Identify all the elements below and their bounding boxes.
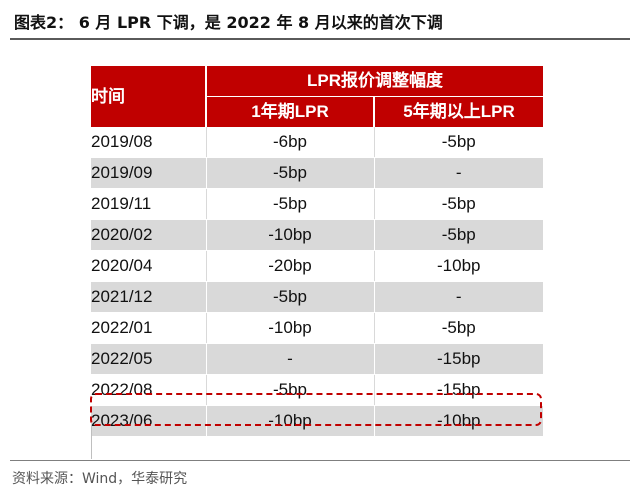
row-date: 2020/04 (91, 250, 206, 282)
row-1y-lpr: -5bp (205, 374, 375, 406)
highlight-2023-06-row (90, 393, 542, 426)
row-5y-lpr: -10bp (374, 405, 543, 437)
row-date: 2019/08 (91, 127, 206, 158)
row-5y-lpr: -5bp (374, 219, 543, 251)
row-date: 2020/02 (91, 219, 206, 251)
row-1y-lpr: - (205, 343, 375, 375)
row-5y-lpr: - (374, 281, 543, 313)
row-5y-lpr: -5bp (374, 188, 543, 220)
row-1y-lpr: -20bp (205, 250, 375, 282)
lpr-adjustment-table: 时间 LPR报价调整幅度 1年期LPR 5年期以上LPR 2019/08 -6bp… (91, 66, 543, 437)
table-row: 2019/11 -5bp -5bp (91, 188, 543, 220)
source-note: 资料来源：Wind，华泰研究 (12, 471, 188, 487)
title-divider (10, 38, 630, 40)
header-lpr-adjustment: LPR报价调整幅度 (206, 66, 543, 97)
row-date: 2019/09 (91, 157, 206, 189)
table-row: 2022/05- -15bp (91, 343, 543, 375)
row-date: 2022/01 (91, 312, 206, 344)
header-5y-lpr: 5年期以上LPR (374, 96, 543, 127)
figure-title: 图表2： 6 月 LPR 下调，是 2022 年 8 月以来的首次下调 (14, 13, 443, 32)
table-row: 2023/06 -10bp -10bp (91, 405, 543, 437)
header-time: 时间 (91, 66, 207, 127)
table-row: 2020/02 -10bp -5bp (91, 219, 543, 251)
table-row: 2019/09 -5bp - (91, 157, 543, 189)
row-1y-lpr: -5bp (205, 157, 375, 189)
row-5y-lpr: -5bp (374, 312, 543, 344)
row-date: 2019/11 (91, 188, 206, 220)
table-left-guide (91, 425, 92, 459)
table-body: 2019/08 -6bp -5bp 2019/09 -5bp -2019/11 -5bp -5… (91, 127, 543, 437)
table-row: 2019/08 -6bp -5bp (91, 127, 543, 158)
row-5y-lpr: -5bp (374, 127, 543, 158)
row-1y-lpr: -10bp (205, 219, 375, 251)
row-1y-lpr: -6bp (205, 127, 375, 158)
table-row: 2021/12 -5bp - (91, 281, 543, 313)
row-1y-lpr: -5bp (205, 188, 375, 220)
header-1y-lpr: 1年期LPR (206, 96, 375, 127)
row-5y-lpr: - (374, 157, 543, 189)
table-row: 2022/01 -10bp -5bp (91, 312, 543, 344)
row-1y-lpr: -5bp (205, 281, 375, 313)
row-5y-lpr: -15bp (374, 343, 543, 375)
row-date: 2021/12 (91, 281, 206, 313)
row-1y-lpr: -10bp (205, 312, 375, 344)
row-date: 2022/08 (91, 374, 206, 406)
source-divider (10, 460, 630, 461)
row-5y-lpr: -10bp (374, 250, 543, 282)
row-date: 2022/05 (91, 343, 206, 375)
table-row: 2020/04 -20bp -10bp (91, 250, 543, 282)
